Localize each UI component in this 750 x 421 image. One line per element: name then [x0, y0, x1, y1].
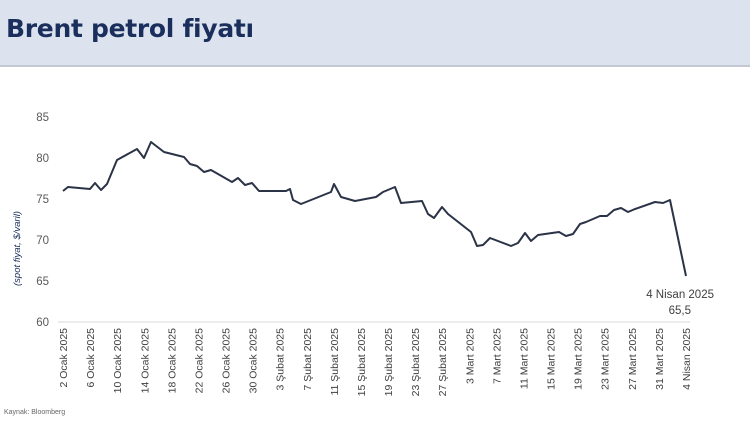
x-tick-label: 19 Mart 2025 [573, 328, 585, 390]
x-tick-label: 22 Ocak 2025 [193, 328, 205, 394]
x-tick-label: 7 Şubat 2025 [302, 328, 314, 391]
x-tick-label: 2 Ocak 2025 [58, 328, 70, 388]
x-tick-label: 27 Şubat 2025 [437, 328, 449, 396]
x-tick-label: 15 Mart 2025 [546, 328, 558, 390]
x-tick-label: 3 Mart 2025 [464, 328, 476, 384]
x-tick-label: 26 Ocak 2025 [221, 328, 233, 394]
y-tick-label: 85 [36, 112, 49, 124]
x-tick-label: 14 Ocak 2025 [139, 328, 151, 394]
y-axis: 60 65 70 75 80 85 [36, 112, 49, 329]
x-tick-label: 30 Ocak 2025 [248, 328, 260, 394]
x-tick-label: 4 Nisan 2025 [681, 328, 693, 390]
x-tick-label: 6 Ocak 2025 [85, 328, 97, 388]
x-tick-label: 11 Şubat 2025 [329, 328, 341, 396]
x-tick-label: 27 Mart 2025 [627, 328, 639, 390]
page-title: Brent petrol fiyatı [6, 14, 254, 43]
y-tick-label: 80 [36, 153, 49, 165]
x-tick-label: 3 Şubat 2025 [275, 328, 287, 391]
annotation-value: 65,5 [669, 305, 691, 317]
x-tick-label: 19 Şubat 2025 [383, 328, 395, 396]
x-tick-label: 31 Mart 2025 [654, 328, 666, 390]
x-axis: 2 Ocak 2025 6 Ocak 2025 10 Ocak 2025 14 Oca… [58, 328, 693, 396]
annotation-date: 4 Nisan 2025 [646, 289, 714, 301]
x-tick-label: 7 Mart 2025 [491, 328, 503, 384]
y-tick-label: 75 [36, 194, 49, 206]
x-tick-label: 23 Şubat 2025 [410, 328, 422, 396]
x-tick-label: 15 Şubat 2025 [356, 328, 368, 396]
x-tick-label: 10 Ocak 2025 [112, 328, 124, 394]
brent-price-line [62, 141, 687, 277]
x-tick-label: 18 Ocak 2025 [166, 328, 178, 394]
source-note: Kaynak: Bloomberg [4, 409, 66, 416]
y-tick-label: 65 [36, 276, 49, 288]
y-axis-label: (spot fiyat, $/varil) [12, 211, 23, 286]
x-tick-label: 11 Mart 2025 [518, 328, 530, 389]
y-tick-label: 70 [36, 235, 49, 247]
y-tick-label: 60 [36, 317, 49, 329]
header-bar: Brent petrol fiyatı [0, 0, 750, 67]
x-tick-label: 23 Mart 2025 [600, 328, 612, 390]
